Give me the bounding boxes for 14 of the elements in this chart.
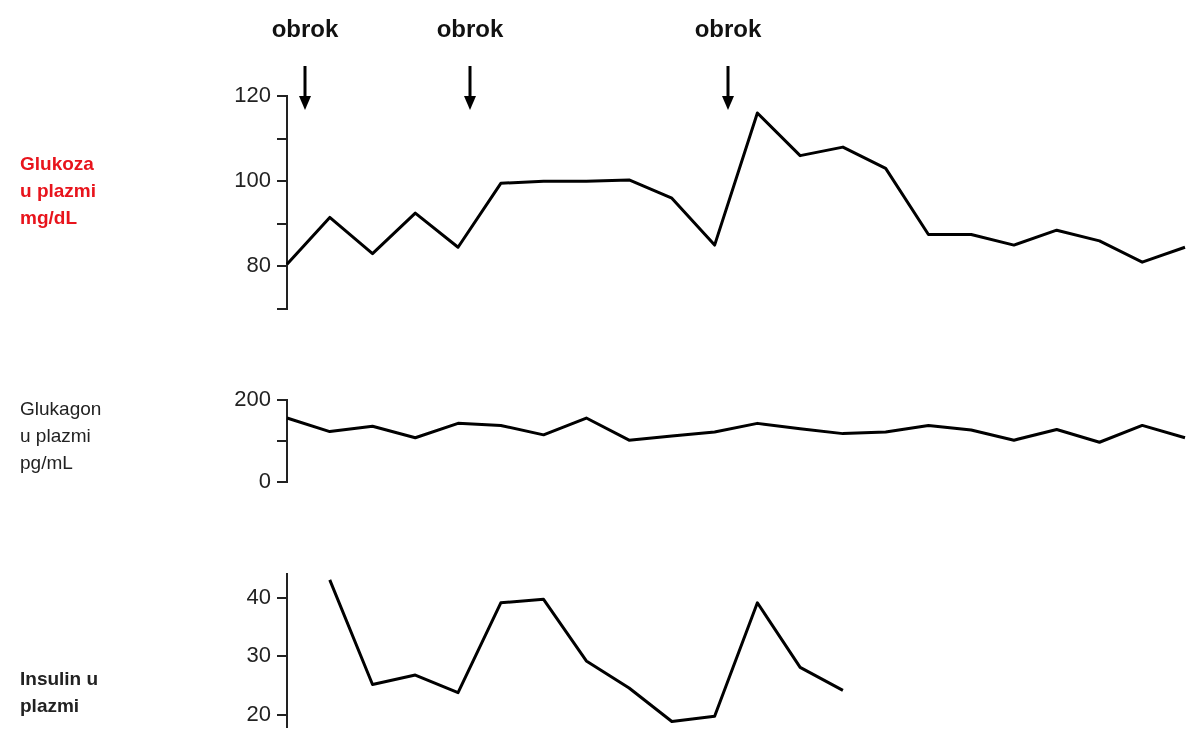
y-axis-title: Glukagon u plazmi pg/mL [20,397,103,475]
y-tick-label: 0 [258,468,271,494]
y-tick-label: 40 [246,583,271,609]
text: obrok [271,14,339,42]
y-tick-label: 20 [246,701,271,727]
y-tick-label: 80 [246,252,271,278]
y-axis-title: Glukoza u plazmi mg/dL [20,152,97,230]
y-tick-label: 120 [234,82,271,108]
y-tick-label: 30 [246,642,271,668]
y-tick-label: 200 [234,386,271,412]
y-axis-title: Insulin u plazmi [20,667,100,718]
y-tick-label: 100 [234,167,271,193]
text: obrok [694,14,762,42]
text: obrok [436,14,504,42]
